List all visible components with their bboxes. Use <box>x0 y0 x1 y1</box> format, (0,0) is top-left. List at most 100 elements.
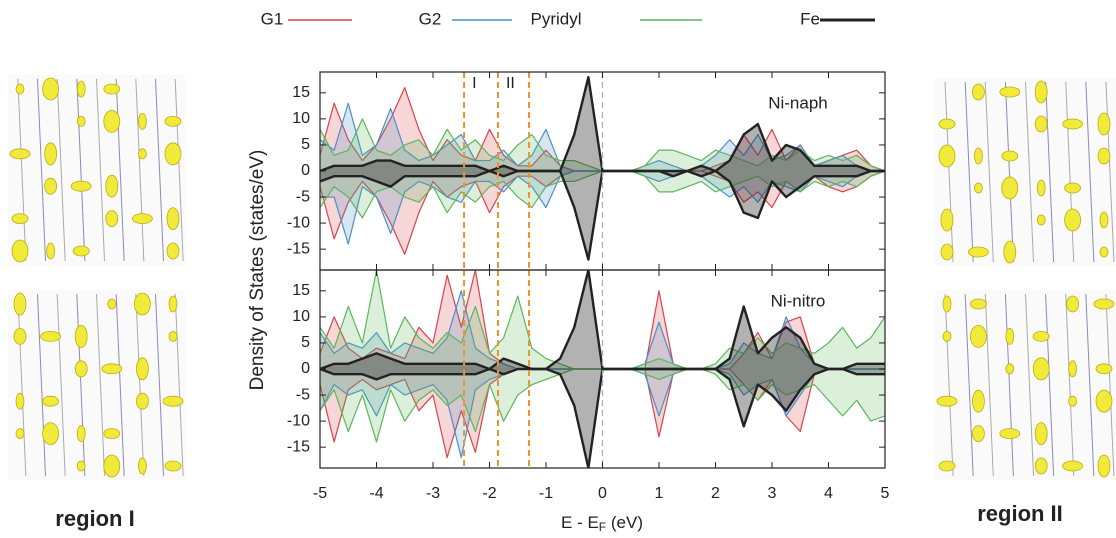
x-tick-label: 5 <box>881 485 890 502</box>
x-tick-label: 1 <box>655 485 664 502</box>
orbital-blob <box>1099 246 1109 258</box>
orbital-blob <box>13 327 27 345</box>
y-tick-label: 15 <box>292 84 310 101</box>
image-frame <box>935 78 1116 266</box>
orbital-blob <box>103 428 121 440</box>
bond-line <box>1105 81 1115 263</box>
orbital-blob <box>1097 112 1111 136</box>
y-tick-label: -10 <box>287 412 310 429</box>
y-tick-label: -15 <box>287 240 310 257</box>
orbital-blob <box>166 207 180 231</box>
orbital-blob <box>1001 176 1019 200</box>
dos-area <box>320 270 885 369</box>
bond-line <box>155 293 164 477</box>
orbital-blob <box>9 148 31 160</box>
orbital-blob <box>1032 357 1050 381</box>
x-tick-label: -3 <box>426 485 440 502</box>
bond-line <box>115 293 125 477</box>
x-tick-label: 0 <box>598 485 607 502</box>
orbital-blob <box>15 428 25 440</box>
bond-line <box>964 293 974 477</box>
orbital-blob <box>1097 147 1111 165</box>
bond-line <box>1025 293 1034 477</box>
orbital-blob <box>76 425 86 443</box>
orbital-blob <box>1064 182 1081 194</box>
orbital-blob <box>11 213 29 225</box>
x-label-part: F <box>599 520 606 534</box>
orbital-blob <box>1099 211 1109 229</box>
orbital-blob <box>940 208 954 232</box>
orbital-blob <box>1036 214 1046 226</box>
orbital-blob <box>103 83 121 95</box>
orbital-blob <box>972 389 985 413</box>
bond-line <box>1004 81 1014 263</box>
orbital-blob <box>940 243 954 261</box>
bond-line <box>135 78 145 262</box>
dos-area <box>320 369 885 442</box>
bond-line <box>964 81 974 263</box>
dos-area <box>320 103 885 171</box>
region-marker: II <box>506 75 515 92</box>
bond-line <box>1085 81 1095 263</box>
bond-line <box>37 78 46 262</box>
x-tick-label: -2 <box>482 485 496 502</box>
y-tick-label: -10 <box>287 214 310 231</box>
dos-area <box>320 171 885 255</box>
orbital-blob <box>101 363 123 375</box>
orbital-blob <box>40 330 61 342</box>
orbital-blob <box>1062 118 1083 130</box>
bond-line <box>984 81 994 263</box>
y-tick-label: 5 <box>301 136 310 153</box>
orbital-blob <box>168 330 178 342</box>
orbital-blob <box>76 116 86 127</box>
bond-line <box>76 78 86 262</box>
x-tick-label: 4 <box>824 485 833 502</box>
bond-line <box>17 78 27 262</box>
bond-line <box>56 78 66 262</box>
orbital-blob <box>44 142 57 166</box>
orbital-blob <box>76 80 86 98</box>
orbital-blob <box>15 392 25 410</box>
orbital-blob <box>1095 389 1113 413</box>
bond-line <box>944 293 954 477</box>
orbital-blob <box>74 360 88 378</box>
orbital-blob <box>1005 363 1015 375</box>
bond-line <box>174 78 184 262</box>
dos-area <box>320 270 885 369</box>
legend-label: Fe <box>800 9 820 28</box>
orbital-blob <box>137 457 147 475</box>
orbital-blob <box>1062 460 1083 472</box>
y-tick-label: 0 <box>301 360 310 377</box>
orbital-blob <box>137 113 147 130</box>
orbital-blob <box>131 213 153 225</box>
orbital-blob <box>105 210 119 228</box>
y-tick-label: -15 <box>287 438 310 455</box>
bond-line <box>174 293 184 477</box>
x-tick-label: 2 <box>711 485 720 502</box>
bond-line <box>1085 293 1095 477</box>
orbital-blob <box>1068 360 1077 378</box>
legend-label: G2 <box>419 9 442 28</box>
bond-line <box>115 78 125 262</box>
orbital-blob <box>164 116 182 127</box>
orbital-blob <box>13 292 27 316</box>
orbital-blob <box>1064 208 1081 232</box>
dos-area <box>320 77 885 171</box>
orbital-blob <box>166 242 180 260</box>
dos-area <box>320 369 885 458</box>
orbital-blob <box>1034 80 1048 104</box>
dos-area <box>320 171 885 260</box>
bond-line <box>135 293 145 477</box>
orbital-blob <box>103 110 121 133</box>
orbital-blob <box>15 83 25 95</box>
dos-area <box>320 290 885 369</box>
panel-label: Ni-nitro <box>771 291 826 310</box>
orbital-blob <box>938 144 956 168</box>
orbital-blob <box>74 324 88 348</box>
y-tick-label: 15 <box>292 282 310 299</box>
y-tick-label: 0 <box>301 162 310 179</box>
orbital-blob <box>999 86 1021 98</box>
bond-line <box>1045 293 1055 477</box>
x-label-part: E - E <box>561 513 599 532</box>
